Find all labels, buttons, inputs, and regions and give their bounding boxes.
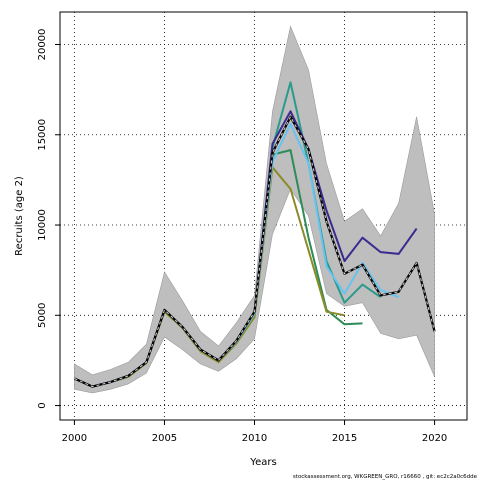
x-tick-label: 2000 xyxy=(62,433,87,444)
y-tick-label: 20000 xyxy=(37,29,48,61)
x-axis-label: Years xyxy=(249,457,276,468)
x-tick-label: 2005 xyxy=(152,433,177,444)
y-tick-label: 10000 xyxy=(37,209,48,241)
x-tick-label: 2015 xyxy=(332,433,357,444)
x-tick-label: 2010 xyxy=(242,433,267,444)
y-axis-label: Recruits (age 2) xyxy=(14,176,25,256)
y-tick-label: 5000 xyxy=(37,303,48,328)
series-layer xyxy=(73,81,436,388)
grid-layer xyxy=(60,12,467,420)
series-line-current-dash xyxy=(74,116,436,388)
plot-frame xyxy=(59,11,468,421)
axis-layer: 2000 2005 2010 2015 2020 0 5000 10000 15000 20000 xyxy=(37,29,447,444)
x-tick-label: 2020 xyxy=(422,433,447,444)
y-tick-label: 0 xyxy=(37,402,48,408)
y-tick-label: 15000 xyxy=(37,119,48,151)
footer-note: stockassessment.org, WKGREEN_GRO, r16660… xyxy=(293,474,478,480)
